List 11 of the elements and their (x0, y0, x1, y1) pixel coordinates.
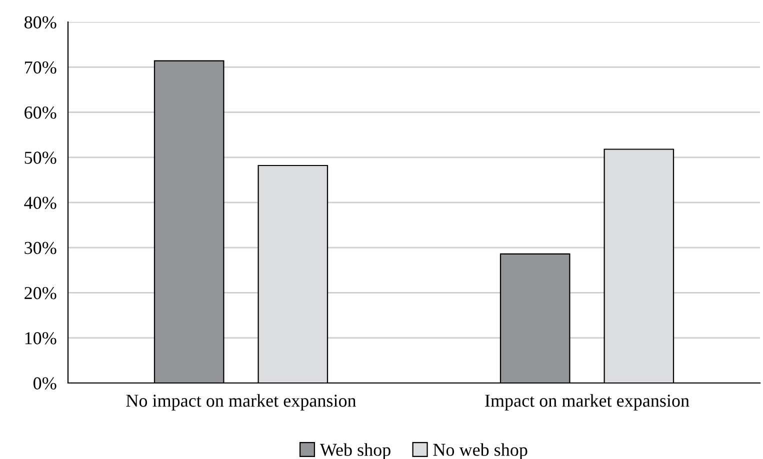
y-tick-label: 10% (25, 332, 56, 344)
x-tick-label: No impact on market expansion (126, 394, 356, 410)
y-tick-label: 50% (24, 152, 56, 164)
y-tick-label: 40% (24, 196, 56, 209)
y-tick-label: 70% (24, 61, 56, 74)
y-tick-label: 30% (24, 242, 56, 254)
y-tick-label: 20% (24, 287, 56, 300)
y-tick-label: 0% (34, 377, 56, 390)
y-tick-label: 60% (24, 106, 56, 119)
x-tick-label: Impact on market expansion (485, 394, 690, 410)
y-tick-label: 80% (24, 16, 56, 28)
